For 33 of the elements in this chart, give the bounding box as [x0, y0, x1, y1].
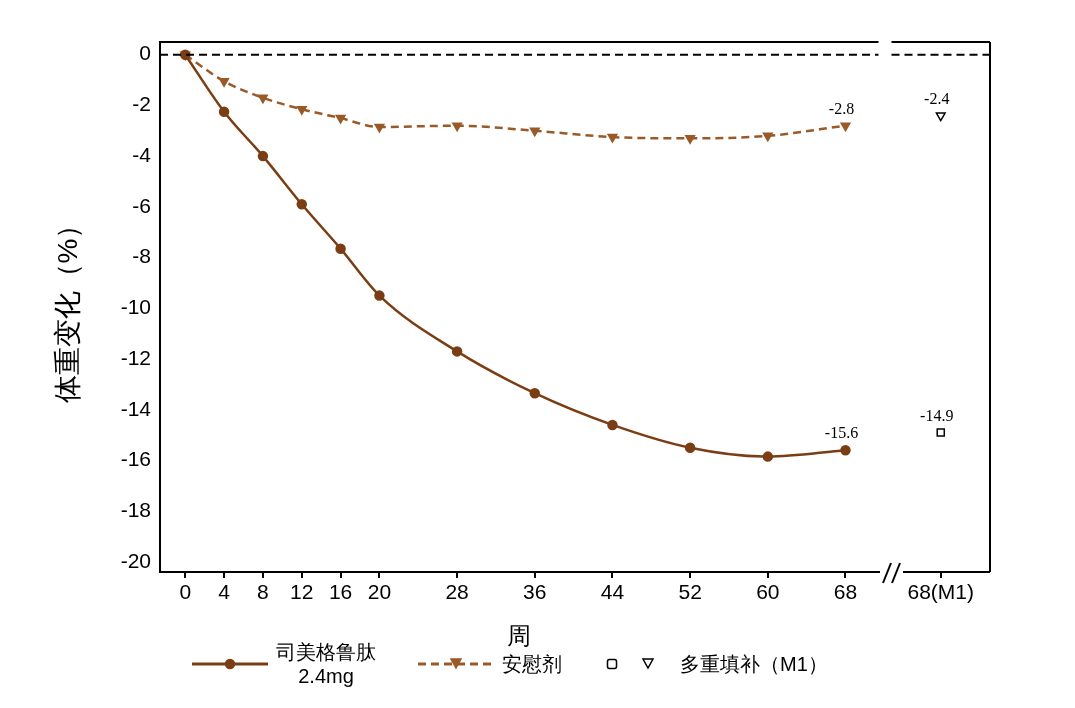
y-tick-label: -10: [120, 295, 151, 319]
x-tick-label: 0: [179, 580, 192, 604]
data-label: -2.4: [924, 89, 950, 107]
legend-label: 安慰剂: [502, 652, 562, 676]
legend-label: 多重填补（M1）: [680, 652, 828, 676]
y-tick-label: -8: [132, 244, 151, 268]
x-tick-label: 68: [833, 580, 858, 604]
x-tick-label: 28: [445, 580, 469, 604]
y-tick-label: -6: [132, 193, 151, 217]
y-tick-label: -2: [132, 92, 151, 116]
x-tick-label: 36: [523, 580, 547, 604]
data-label: -15.6: [824, 424, 859, 442]
x-tick-label: 12: [290, 580, 314, 604]
x-tick-label: 68(M1): [907, 580, 975, 604]
x-axis-title: 周: [507, 622, 532, 650]
legend-label: 司美格鲁肽 2.4mg: [276, 640, 376, 688]
x-tick-label: 60: [756, 580, 780, 604]
x-tick-label: 52: [678, 580, 702, 604]
x-tick-label: 4: [218, 580, 231, 604]
y-tick-label: -14: [120, 396, 152, 420]
x-tick-label: 44: [600, 580, 625, 604]
y-tick-label: 0: [139, 41, 151, 65]
y-tick-label: -4: [132, 142, 152, 166]
y-tick-label: -12: [120, 345, 151, 369]
y-tick-label: -20: [120, 548, 151, 572]
x-tick-label: 8: [257, 580, 269, 604]
y-tick-label: -18: [120, 497, 151, 521]
data-label: -2.8: [828, 99, 855, 117]
data-label: -14.9: [920, 406, 954, 424]
x-tick-label: 20: [367, 580, 392, 604]
y-axis-title: 体重变化（%）: [51, 210, 83, 404]
y-tick-label: -16: [120, 447, 151, 471]
x-tick-label: 16: [328, 580, 353, 604]
